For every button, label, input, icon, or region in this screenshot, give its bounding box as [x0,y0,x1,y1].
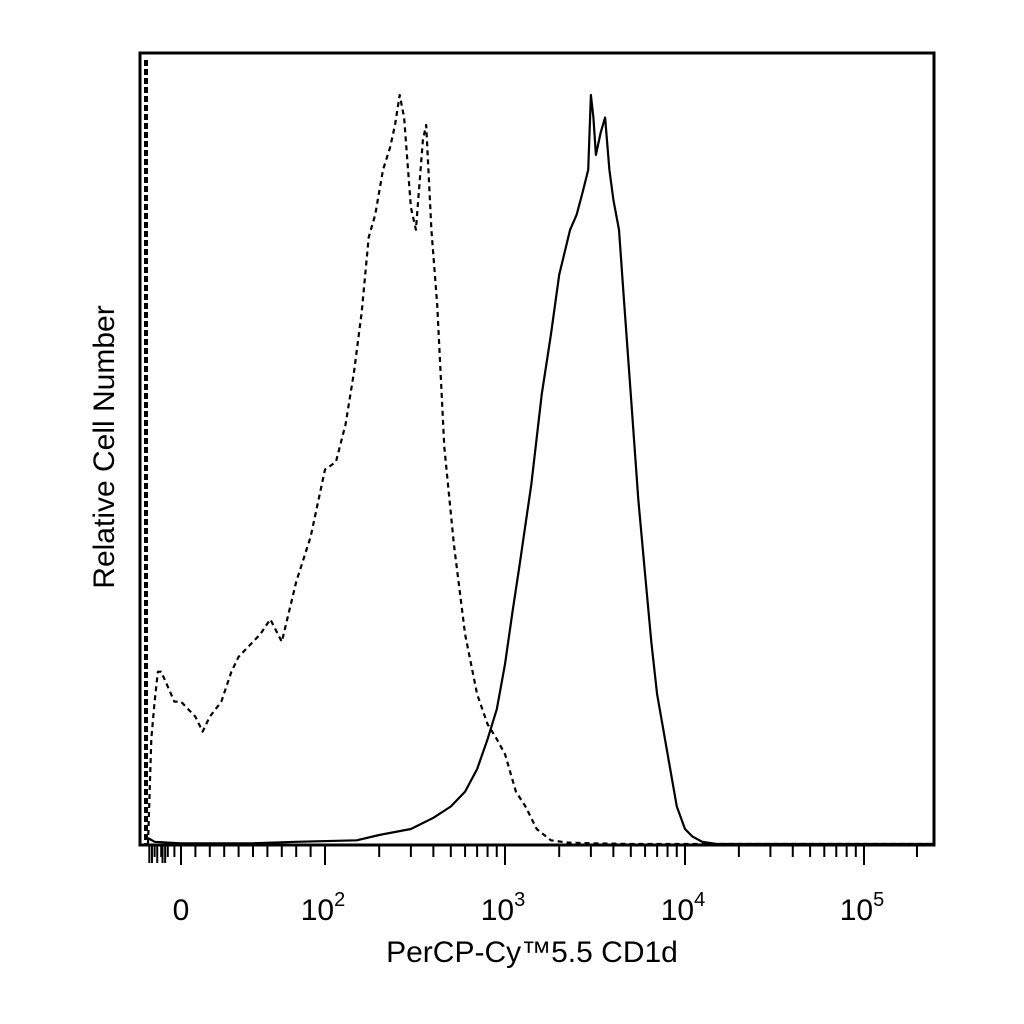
stained-histogram-line [147,93,934,846]
x-axis-tick-labels: 0 102 103 104 105 [173,889,885,927]
x-tick-label: 102 [301,889,346,927]
x-tick-label: 0 [173,894,190,927]
x-tick-label: 105 [840,889,885,927]
plot-frame [138,51,936,847]
x-tick-label: 104 [661,889,706,927]
histogram-curves [144,60,934,846]
x-axis-ticks [148,845,918,865]
control-histogram-line [146,93,934,846]
x-axis-label: PerCP-Cy™5.5 CD1d [386,936,678,969]
y-axis-label: Relative Cell Number [88,305,121,588]
x-tick-label: 103 [481,889,526,927]
